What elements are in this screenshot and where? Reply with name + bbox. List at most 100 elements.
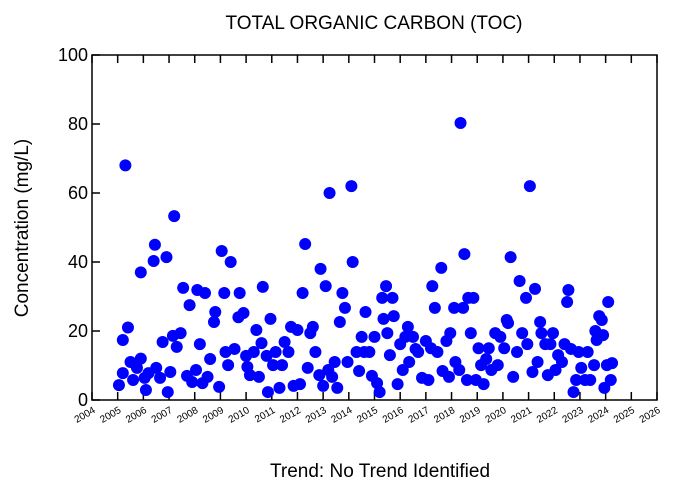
data-point (247, 346, 260, 359)
data-point (526, 366, 539, 379)
data-point (391, 378, 404, 391)
data-point (386, 291, 399, 304)
data-point (562, 283, 575, 296)
x-tick-label: 2016 (381, 405, 406, 426)
data-point (134, 266, 147, 279)
data-point (273, 381, 286, 394)
data-point (380, 280, 393, 293)
data-point (453, 363, 466, 376)
data-point (174, 327, 187, 340)
data-point (233, 287, 246, 300)
data-point (458, 248, 471, 261)
data-point (368, 330, 381, 343)
data-point (313, 369, 326, 382)
x-tick-label: 2021 (509, 405, 534, 426)
x-tick-label: 2025 (612, 405, 637, 426)
data-point (529, 282, 542, 295)
x-tick-label: 2018 (432, 405, 457, 426)
data-point (381, 327, 394, 340)
data-point (150, 361, 163, 374)
data-point (588, 359, 601, 372)
data-point (373, 386, 386, 399)
data-point (333, 316, 346, 329)
data-point (341, 356, 354, 369)
data-point (160, 251, 173, 264)
data-point (306, 320, 319, 333)
x-tick-label: 2024 (586, 405, 611, 426)
x-tick-label: 2019 (458, 405, 483, 426)
data-point (127, 373, 140, 386)
data-point (504, 251, 517, 264)
data-point (296, 287, 309, 300)
data-point (299, 238, 312, 251)
data-point (363, 346, 376, 359)
data-point (544, 338, 557, 351)
data-point (269, 346, 282, 359)
data-point (472, 342, 485, 355)
data-point (561, 296, 574, 309)
data-point (323, 187, 336, 199)
data-point (301, 361, 314, 374)
data-point (177, 281, 190, 294)
data-point (201, 370, 214, 383)
data-point (209, 306, 222, 319)
data-point (460, 373, 473, 386)
data-point (215, 244, 228, 257)
data-point (237, 307, 250, 320)
annotation: Trend: No Trend Identified (270, 461, 490, 482)
data-point (346, 256, 359, 268)
data-point (148, 238, 161, 251)
data-point (282, 346, 295, 359)
x-tick-label: 2014 (330, 405, 355, 426)
data-point (213, 380, 226, 393)
data-point (482, 342, 495, 355)
data-point (256, 280, 269, 293)
data-point (457, 301, 470, 314)
y-tick-label: 20 (68, 321, 88, 341)
data-point (535, 327, 548, 340)
data-point (147, 254, 160, 267)
data-point (498, 342, 511, 355)
data-point (243, 369, 256, 382)
data-point (338, 301, 351, 314)
data-point (448, 301, 461, 314)
x-tick-label: 2023 (561, 405, 586, 426)
data-point (112, 379, 125, 392)
data-point (584, 373, 597, 386)
data-point (319, 280, 332, 293)
data-point (511, 346, 524, 359)
data-point (130, 361, 143, 374)
data-point (467, 291, 480, 304)
data-point (595, 313, 608, 326)
data-point (204, 352, 217, 365)
data-point (336, 287, 349, 300)
data-point (531, 356, 544, 369)
data-point (252, 370, 265, 383)
x-tick-label: 2011 (253, 405, 278, 425)
data-point (604, 373, 617, 386)
data-point (412, 346, 425, 359)
data-point (387, 310, 400, 323)
data-point (121, 321, 134, 334)
data-point (294, 378, 307, 391)
data-point (435, 261, 448, 274)
x-tick-label: 2012 (278, 405, 303, 426)
data-point (119, 159, 132, 172)
data-point (477, 378, 490, 391)
x-tick-label: 2009 (201, 405, 226, 426)
data-point (426, 280, 439, 293)
data-point (606, 357, 619, 370)
data-point (454, 116, 467, 129)
data-point (428, 301, 441, 314)
data-point (331, 381, 344, 394)
data-point (199, 287, 211, 300)
chart-title: TOTAL ORGANIC CARBON (TOC) (226, 13, 523, 34)
y-tick-label: 40 (68, 252, 88, 272)
data-point (183, 299, 196, 312)
data-point (264, 312, 277, 325)
data-point (156, 336, 169, 349)
data-point (193, 338, 206, 351)
data-point (345, 180, 358, 193)
data-point (134, 352, 147, 365)
